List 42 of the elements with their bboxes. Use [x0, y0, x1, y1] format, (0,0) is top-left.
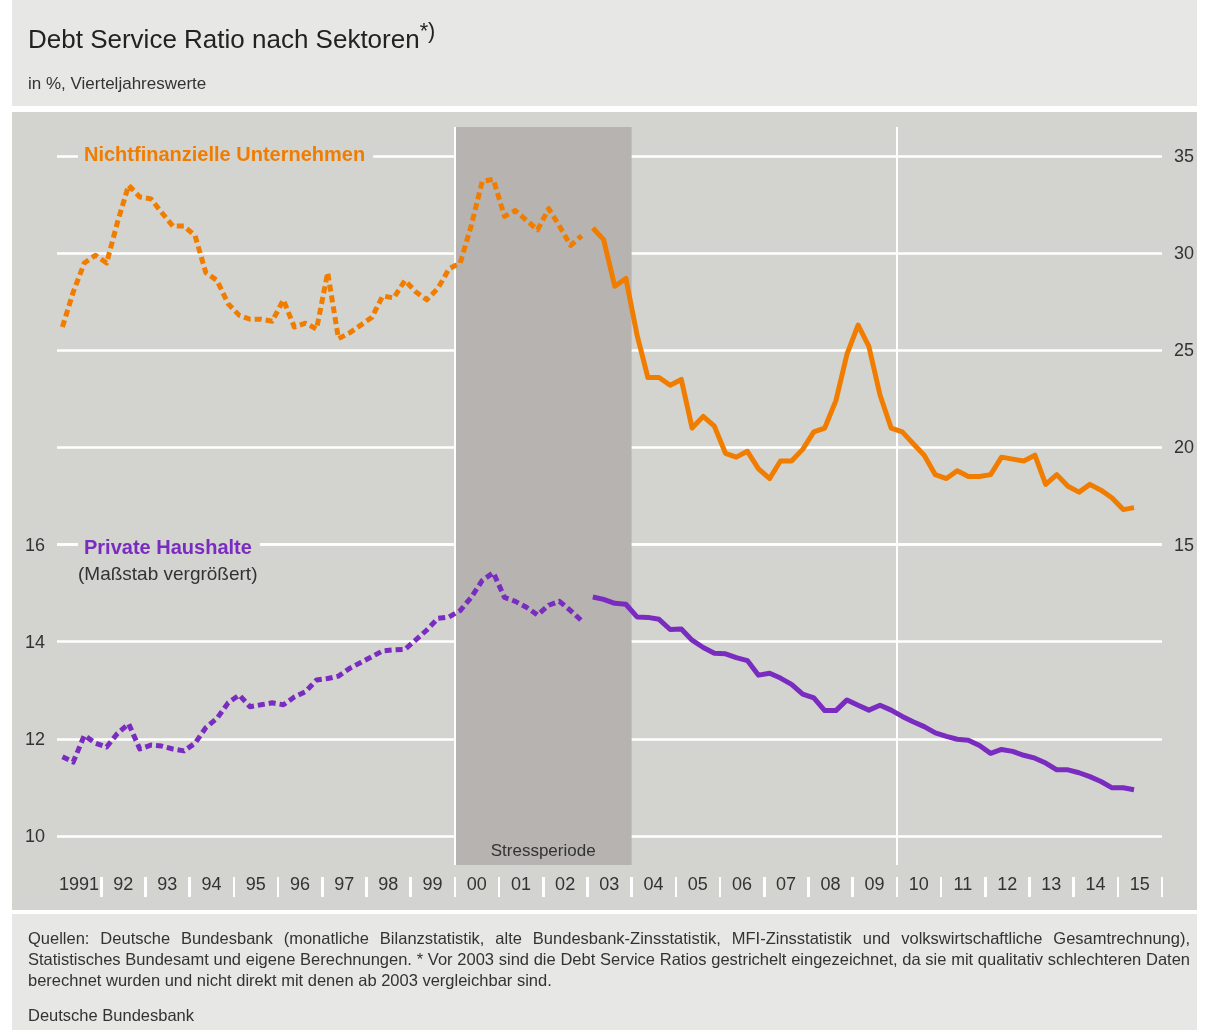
text: Nichtfinanzielle Unternehmen	[84, 143, 366, 165]
y-tick-label: 14	[24, 631, 45, 652]
text: Deutsche Bundesbank	[28, 1006, 195, 1025]
x-tick-label: 98	[378, 874, 399, 894]
x-tick-label: 15	[1129, 874, 1150, 894]
x-tick-label: 06	[731, 874, 752, 894]
x-tick-label: 97	[334, 874, 355, 894]
y2-tick-label: 35	[1173, 146, 1195, 167]
y-tick-label: 12	[24, 728, 45, 749]
y-tick-label: 16	[24, 534, 45, 555]
x-tick-label: 99	[422, 874, 443, 894]
x-tick-label: 03	[599, 874, 620, 894]
x-tick-label: 07	[776, 874, 797, 894]
x-tick-label: 00	[466, 874, 487, 894]
x-tick-label: 92	[113, 874, 134, 894]
y-tick-label: 10	[24, 825, 45, 846]
y2-tick-label: 25	[1173, 340, 1195, 361]
x-tick-label: 95	[245, 874, 266, 894]
x-tick-label: 01	[510, 874, 531, 894]
x-tick-label: 13	[1041, 874, 1062, 894]
y2-tick-label: 30	[1173, 243, 1195, 264]
x-tick-label: 05	[687, 874, 708, 894]
chart-subtitle: in %, Vierteljahreswerte	[28, 74, 207, 94]
x-tick-label: 11	[953, 874, 973, 894]
x-tick-label: 12	[997, 874, 1018, 894]
text: Private Haushalte	[84, 536, 252, 558]
chart-title: Debt Service Ratio nach Sektoren$^{*)}$	[28, 18, 436, 55]
x-tick-label: 94	[201, 874, 222, 894]
band-label: Stressperiode	[490, 841, 596, 860]
x-tick-label: 1991	[58, 874, 99, 894]
x-tick-label: 14	[1085, 874, 1106, 894]
x-tick-label: 08	[820, 874, 841, 894]
x-tick-label: 93	[157, 874, 178, 894]
x-tick-label: 04	[643, 874, 664, 894]
y2-tick-label: 15	[1173, 534, 1195, 555]
x-tick-label: 96	[289, 874, 311, 894]
annotation: (Maßstab vergrößert)	[78, 563, 258, 584]
x-tick-label: 09	[864, 874, 885, 894]
x-tick-label: 02	[555, 874, 576, 894]
y2-tick-label: 20	[1173, 437, 1195, 458]
source-note: Quellen: Deutsche Bundesbank (monatliche Bilanzstatistik, alte Bundesbank-Zinsstatistik, MFI-Zinsstatistik und volkswirtschaftliche Gesamtrechnung), Statistisches Bundesamt und eigene Berechnungen. * Vor 2003 sind die Debt Service Ratios gestrichelt eingezeichnet, da sie mit qualitativ schlechteren Daten berechnet wurden und nicht direkt mit denen ab 2003 vergleichbar sind.	[28, 928, 1190, 991]
x-tick-label: 10	[908, 874, 929, 894]
